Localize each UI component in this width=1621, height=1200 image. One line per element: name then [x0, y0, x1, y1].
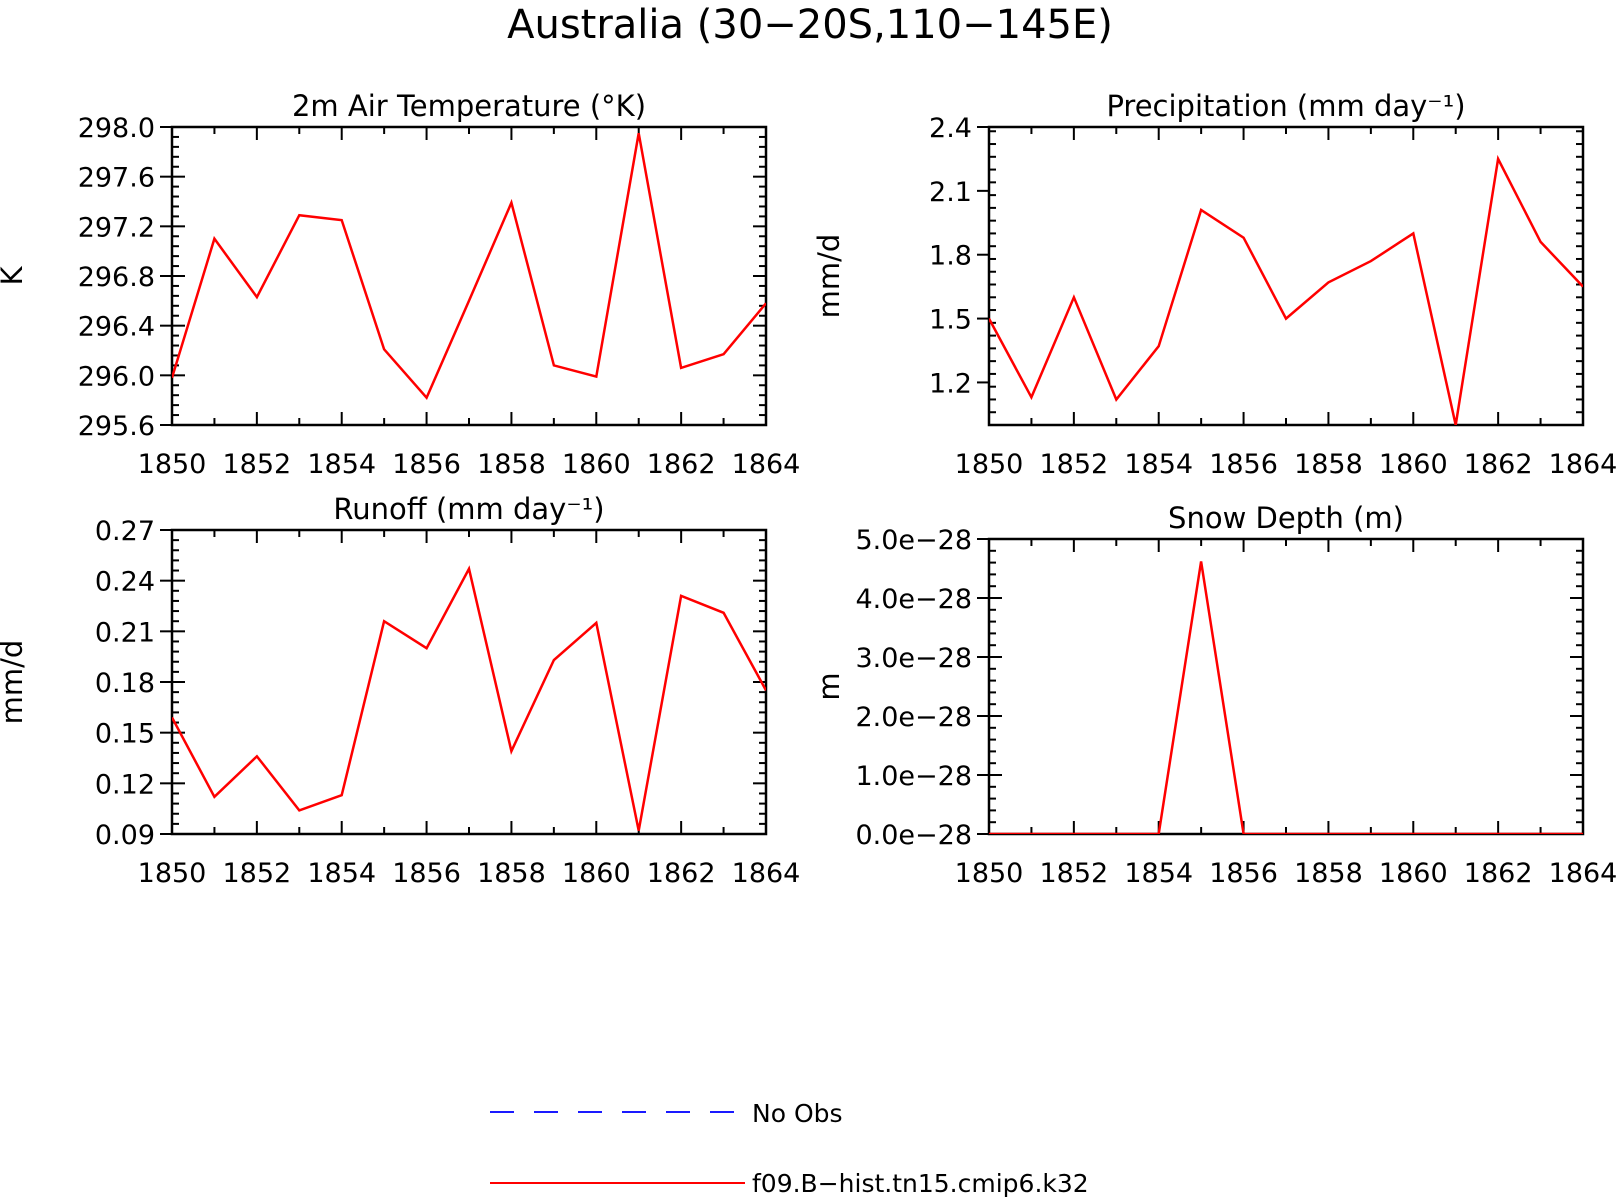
- panel-air-temp: 2m Air Temperature (°K) K 1850 1852 1854 1856…: [0, 89, 800, 480]
- y-tick-label: 0.21: [95, 617, 155, 648]
- x-tick-label: 1856: [1209, 858, 1278, 889]
- x-tick-label: 1864: [1549, 858, 1618, 889]
- y-tick-label: 1.5: [929, 305, 972, 336]
- y-axis-label: mm/d: [0, 640, 29, 725]
- y-tick-label: 0.24: [95, 567, 155, 598]
- y-tick-label: 0.0e−28: [855, 820, 972, 851]
- y-tick-label: 298.0: [78, 113, 155, 144]
- y-axis-label: m: [812, 672, 846, 700]
- x-tick-label: 1858: [477, 449, 546, 480]
- y-tick-label: 297.2: [78, 212, 155, 243]
- y-tick-label: 1.0e−28: [855, 761, 972, 792]
- x-tick-label: 1854: [1124, 858, 1193, 889]
- x-tick-label: 1862: [1464, 449, 1533, 480]
- y-tick-label: 297.6: [78, 163, 155, 194]
- x-tick-label: 1860: [1379, 858, 1448, 889]
- panel-title: Runoff (mm day⁻¹): [333, 492, 604, 526]
- legend: No Obs f09.B−hist.tn15.cmip6.k32: [490, 1099, 1089, 1198]
- x-tick-label: 1862: [647, 449, 716, 480]
- panels: 2m Air Temperature (°K) K 1850 1852 1854 1856…: [0, 89, 1617, 889]
- x-tick-label: 1858: [1294, 449, 1363, 480]
- plot-frame: [170, 528, 768, 836]
- y-tick-label: 2.4: [929, 113, 972, 144]
- panel-runoff: Runoff (mm day⁻¹) mm/d 1850 1852 1854 1856 185…: [0, 492, 800, 889]
- x-tick-label: 1864: [732, 858, 801, 889]
- legend-label-model: f09.B−hist.tn15.cmip6.k32: [752, 1169, 1089, 1198]
- x-tick-label: 1860: [562, 449, 631, 480]
- x-tick-label: 1864: [1549, 449, 1618, 480]
- x-tick-label: 1854: [307, 449, 376, 480]
- y-tick-label: 3.0e−28: [855, 643, 972, 674]
- series-line-air-temp: [172, 132, 766, 401]
- panel-title: 2m Air Temperature (°K): [292, 89, 646, 123]
- x-tick-label: 1860: [562, 858, 631, 889]
- y-tick-label: 0.18: [95, 668, 155, 699]
- y-tick-label: 1.8: [929, 241, 972, 272]
- x-tick-label: 1854: [1124, 449, 1193, 480]
- x-tick-label: 1858: [1294, 858, 1363, 889]
- x-tick-label: 1852: [1039, 449, 1108, 480]
- plot-frame: [987, 125, 1585, 427]
- y-tick-label: 0.12: [95, 769, 155, 800]
- y-tick-label: 296.0: [78, 361, 155, 392]
- series-line-snow-depth: [989, 561, 1583, 834]
- x-tick-label: 1852: [222, 858, 291, 889]
- panel-snow-depth: Snow Depth (m) m 1850 1852 1854 1856 1858 1860 1…: [812, 501, 1617, 889]
- x-tick-label: 1850: [138, 858, 207, 889]
- x-tick-label: 1856: [392, 858, 461, 889]
- y-tick-label: 296.4: [78, 312, 155, 343]
- x-tick-label: 1862: [647, 858, 716, 889]
- x-tick-label: 1852: [222, 449, 291, 480]
- x-tick-label: 1862: [1464, 858, 1533, 889]
- x-tick-label: 1850: [955, 449, 1024, 480]
- y-tick-label: 4.0e−28: [855, 584, 972, 615]
- y-tick-label: 0.27: [95, 516, 155, 547]
- panel-title: Precipitation (mm day⁻¹): [1106, 89, 1465, 123]
- y-tick-label: 2.0e−28: [855, 702, 972, 733]
- x-tick-label: 1856: [1209, 449, 1278, 480]
- y-tick-label: 5.0e−28: [855, 525, 972, 556]
- x-tick-label: 1856: [392, 449, 461, 480]
- y-axis-label: K: [0, 266, 29, 286]
- y-tick-label: 0.15: [95, 719, 155, 750]
- x-tick-label: 1864: [732, 449, 801, 480]
- x-tick-label: 1850: [138, 449, 207, 480]
- x-tick-label: 1860: [1379, 449, 1448, 480]
- x-tick-label: 1854: [307, 858, 376, 889]
- y-tick-label: 1.2: [929, 368, 972, 399]
- x-tick-label: 1850: [955, 858, 1024, 889]
- figure-title: Australia (30−20S,110−145E): [507, 2, 1113, 48]
- plot-frame: [170, 125, 768, 427]
- series-line-runoff: [172, 565, 766, 831]
- series-line-precip: [989, 154, 1583, 425]
- y-tick-label: 296.8: [78, 262, 155, 293]
- y-tick-label: 0.09: [95, 820, 155, 851]
- x-tick-label: 1852: [1039, 858, 1108, 889]
- panel-precip: Precipitation (mm day⁻¹) mm/d 1850 1852 1854…: [812, 89, 1617, 480]
- plot-frame: [987, 537, 1585, 836]
- x-tick-label: 1858: [477, 858, 546, 889]
- y-tick-label: 295.6: [78, 411, 155, 442]
- y-axis-label: mm/d: [812, 234, 846, 319]
- panel-title: Snow Depth (m): [1168, 501, 1404, 535]
- y-tick-label: 2.1: [929, 177, 972, 208]
- legend-label-no-obs: No Obs: [752, 1099, 843, 1128]
